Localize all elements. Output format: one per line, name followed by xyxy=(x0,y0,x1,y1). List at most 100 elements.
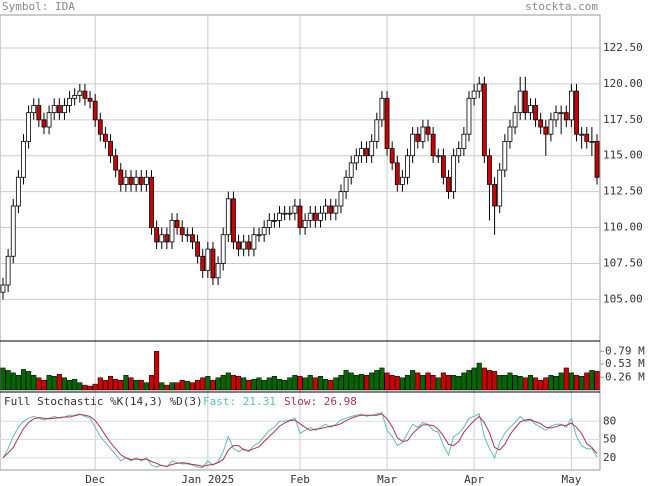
candle-body xyxy=(46,112,52,128)
candle-body xyxy=(410,133,416,157)
candle-body xyxy=(123,176,129,185)
volume-bar xyxy=(379,367,385,391)
volume-bar xyxy=(369,372,375,391)
candle-body xyxy=(251,234,257,250)
volume-bar xyxy=(118,379,124,391)
candle-body xyxy=(220,234,226,264)
candle-body xyxy=(154,227,160,243)
volume-bar xyxy=(451,375,457,391)
volume-bar xyxy=(312,377,318,391)
volume-bar xyxy=(461,372,467,391)
x-tick-label: Feb xyxy=(290,473,310,486)
candle-body xyxy=(241,241,247,250)
volume-bar xyxy=(364,375,370,391)
volume-bar xyxy=(230,375,236,391)
volume-bar xyxy=(195,379,201,391)
candle-body xyxy=(31,105,37,114)
candle-body xyxy=(195,241,200,257)
candle-body xyxy=(133,176,139,185)
candle-body xyxy=(92,100,98,121)
legend-slow: Slow: 26.98 xyxy=(284,395,357,408)
volume-bar xyxy=(527,375,533,391)
volume-bar xyxy=(72,378,78,391)
candle-body xyxy=(51,105,57,114)
volume-bar xyxy=(302,377,308,391)
candle-body xyxy=(277,212,282,221)
volume-bar xyxy=(594,371,600,391)
volume-bar xyxy=(61,377,67,391)
volume-bar xyxy=(420,375,426,391)
volume-bar xyxy=(77,382,83,391)
y-tick-label: 20 xyxy=(603,451,616,464)
candle-body xyxy=(492,184,497,207)
volume-bar xyxy=(241,377,247,391)
legend-fast: Fast: 21.31 xyxy=(203,395,276,408)
volume-bar xyxy=(148,375,155,391)
candle-body xyxy=(179,227,185,236)
volume-bar xyxy=(384,372,390,391)
volume-bar xyxy=(522,377,528,391)
volume-bar xyxy=(174,382,180,391)
candle-body xyxy=(497,169,503,207)
candle-body xyxy=(159,234,165,243)
volume-bar xyxy=(507,372,513,391)
candle-body xyxy=(502,140,508,171)
volume-bar xyxy=(533,377,539,391)
candle-body xyxy=(184,234,190,237)
candle-body xyxy=(553,112,559,121)
candle-body xyxy=(302,219,308,228)
y-tick-label: 50 xyxy=(603,433,616,446)
candle-body xyxy=(420,126,426,142)
y-tick-label: 0.53 M xyxy=(605,357,645,370)
candle-body xyxy=(415,133,421,142)
candle-body xyxy=(522,90,528,114)
volume-bar xyxy=(215,377,221,391)
volume-bar xyxy=(282,379,288,391)
y-tick-label: 117.50 xyxy=(603,113,643,126)
candle-body xyxy=(435,155,441,158)
candle-body xyxy=(118,169,124,185)
candle-body xyxy=(82,90,88,99)
candle-body xyxy=(359,148,364,157)
candle-body xyxy=(548,119,554,135)
candle-body xyxy=(471,90,477,99)
volume-bar xyxy=(553,376,559,391)
volume-bar xyxy=(97,377,103,391)
candle-body xyxy=(21,140,26,178)
candle-body xyxy=(584,133,590,142)
candle-body xyxy=(190,234,195,243)
candle-body xyxy=(128,176,134,185)
volume-bar xyxy=(251,378,257,391)
volume-bar xyxy=(517,376,523,391)
candle-body xyxy=(174,219,180,228)
volume-bar xyxy=(15,375,21,391)
volume-bar xyxy=(425,372,431,391)
candle-body xyxy=(379,97,385,121)
volume-bar xyxy=(389,375,395,391)
volume-bar xyxy=(358,374,364,391)
candle-body xyxy=(579,133,585,136)
volume-bar xyxy=(189,382,196,391)
symbol: Symbol: IDA xyxy=(2,0,75,13)
volume-bar xyxy=(26,371,32,391)
volume-bar xyxy=(220,375,226,391)
candle-body xyxy=(231,198,236,243)
candle-body xyxy=(72,95,78,99)
candle-body xyxy=(440,155,446,178)
y-tick-label: 122.50 xyxy=(603,41,643,54)
volume-bar xyxy=(394,376,400,391)
volume-bar xyxy=(225,372,231,391)
candle-body xyxy=(343,176,349,193)
volume-bar xyxy=(87,385,93,391)
volume-bar xyxy=(589,370,595,391)
candle-body xyxy=(389,148,395,164)
candle-body xyxy=(594,140,600,178)
candle-body xyxy=(558,112,564,115)
candle-body xyxy=(451,155,457,193)
candle-body xyxy=(425,126,431,135)
volume-bar xyxy=(200,377,206,391)
y-tick-label: 112.50 xyxy=(603,185,643,198)
volume-bar xyxy=(456,376,462,391)
x-tick-label: May xyxy=(561,473,581,486)
candle-body xyxy=(323,205,329,214)
